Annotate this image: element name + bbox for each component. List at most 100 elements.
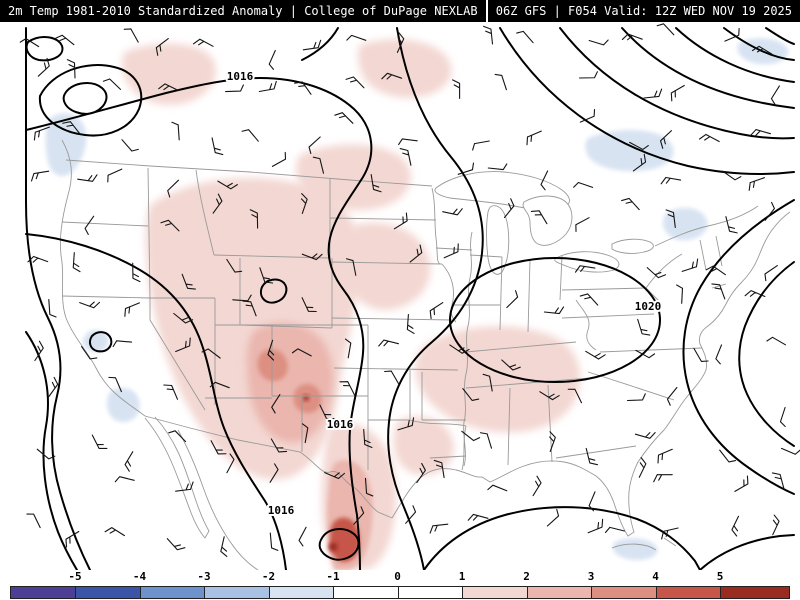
wind-barb (744, 290, 766, 298)
wind-barb (653, 474, 673, 483)
wind-barb (585, 447, 599, 466)
wind-barb (409, 244, 423, 263)
wind-barb (217, 180, 238, 190)
wind-barb (731, 515, 740, 537)
wind-barb (363, 428, 373, 449)
wind-barb (588, 491, 596, 512)
wind-barb (334, 112, 354, 124)
weather-map: 1016 1020 1016 1016 (0, 22, 800, 570)
wind-barb (494, 73, 507, 91)
wind-barb (79, 301, 101, 309)
wind-barb (482, 373, 493, 392)
wind-barb (346, 34, 367, 41)
wind-barb (526, 130, 542, 146)
wind-barb (271, 151, 287, 167)
wind-barb (574, 265, 596, 273)
wind-barb (168, 430, 187, 443)
wind-barb (587, 518, 604, 534)
wind-barb (681, 258, 699, 272)
wind-barb (638, 457, 647, 478)
wind-barb (72, 252, 81, 273)
wind-barb (84, 215, 95, 235)
wind-barbs (19, 23, 800, 557)
wind-barb (267, 339, 275, 361)
wind-barb (81, 346, 98, 360)
wind-barb (578, 71, 598, 79)
wind-barb (308, 136, 321, 155)
wind-barb (378, 339, 399, 347)
wind-barb (416, 462, 426, 484)
wind-barb (770, 85, 780, 105)
wind-barb (632, 153, 647, 172)
wind-barb (121, 139, 139, 152)
wind-barb (91, 434, 108, 450)
wind-barb (626, 393, 646, 402)
wind-barb (575, 217, 590, 232)
wind-barb (301, 423, 309, 444)
wind-barb (670, 84, 685, 102)
wind-barb (62, 121, 81, 135)
wind-barb (693, 347, 709, 362)
wind-barb (585, 350, 606, 360)
wind-barb (449, 344, 470, 354)
wind-barb (294, 81, 312, 95)
colorbar-tick-label: -4 (132, 570, 147, 583)
colorbar-tick-label: 3 (587, 570, 595, 583)
wind-barb (48, 376, 59, 398)
wind-barb (54, 34, 75, 46)
wind-barb (270, 438, 288, 453)
wind-barb (353, 506, 365, 525)
wind-barb (666, 386, 678, 406)
colorbar-segment (526, 586, 591, 599)
wind-barb (160, 219, 180, 232)
colorbar-segment (720, 586, 790, 599)
wind-barb (722, 170, 742, 181)
wind-barb (540, 170, 549, 191)
wind-barb (660, 176, 682, 185)
wind-barb (549, 431, 556, 453)
wind-barb (397, 417, 415, 431)
colorbar (0, 586, 800, 599)
wind-barb (210, 440, 227, 455)
wind-barb (503, 198, 515, 219)
wind-barb (225, 84, 244, 93)
wind-barb (604, 526, 625, 534)
wind-barb (291, 348, 312, 357)
wind-barb (637, 318, 651, 336)
wind-barb (344, 338, 352, 359)
wind-barb (339, 381, 356, 396)
wind-barb (302, 39, 322, 51)
colorbar-segment (591, 586, 656, 599)
header-left-title: 2m Temp 1981-2010 Standardized Anomaly |… (0, 0, 486, 22)
wind-barb (107, 168, 123, 183)
wind-barb (405, 505, 417, 524)
wind-barb (226, 258, 243, 273)
colorbar-segment (268, 586, 333, 599)
wind-barb (779, 406, 786, 428)
wind-barb (37, 57, 50, 77)
wind-barb (259, 267, 274, 284)
contour-label: 1020 (635, 300, 662, 313)
wind-barb (132, 262, 141, 283)
wind-barb (158, 83, 179, 92)
wind-barb (393, 212, 408, 230)
wind-barb (665, 209, 676, 228)
anomaly-shading (45, 38, 789, 570)
wind-barb (442, 208, 463, 216)
wind-barb (472, 140, 490, 151)
wind-barb (487, 163, 508, 171)
wind-barb (532, 475, 542, 497)
wind-barb (398, 138, 418, 146)
wind-barb (764, 265, 778, 282)
wind-barb (268, 49, 276, 70)
wind-barb (124, 451, 134, 472)
wind-barb (166, 538, 186, 551)
wind-barb (300, 193, 308, 214)
wind-barb (656, 23, 675, 36)
colorbar-segment (75, 586, 140, 599)
wind-barb (646, 267, 667, 279)
wind-barb (34, 340, 44, 362)
wind-barb (634, 432, 656, 439)
wind-barb (539, 391, 560, 401)
colorbar-tick-label: -3 (197, 570, 211, 583)
